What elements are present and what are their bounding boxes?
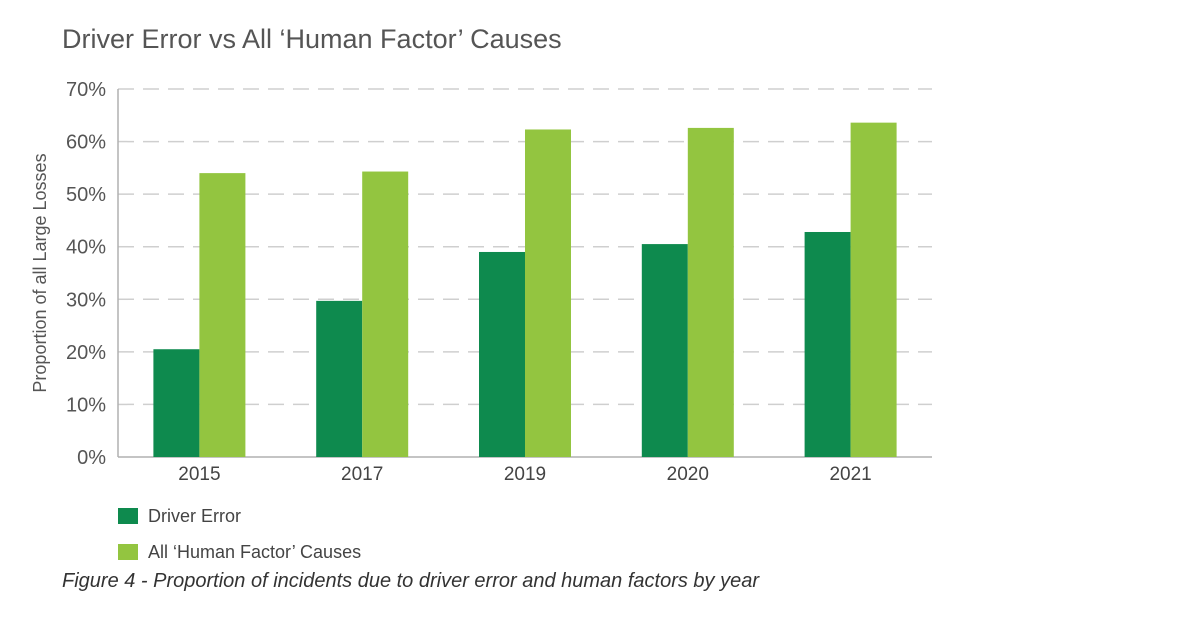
y-axis-label: Proportion of all Large Losses — [30, 153, 50, 392]
bar-human-factor — [199, 173, 246, 457]
y-tick-label: 30% — [66, 289, 106, 311]
y-tick-label: 60% — [66, 132, 106, 154]
bar-driver-error — [479, 251, 525, 457]
legend-swatch-driver-error — [118, 508, 138, 524]
y-tick-label: 70% — [66, 79, 106, 101]
chart-title: Driver Error vs All ‘Human Factor’ Cause… — [62, 24, 562, 54]
bar-driver-error — [316, 300, 363, 457]
bar-human-factor — [850, 122, 897, 457]
legend-item-human-factor: All ‘Human Factor’ Causes — [118, 534, 361, 570]
bar-driver-error — [641, 244, 688, 457]
bar-driver-error — [153, 349, 200, 457]
legend-swatch-human-factor — [118, 544, 138, 560]
bar-human-factor — [525, 129, 571, 458]
x-tick-label: 2015 — [178, 464, 220, 485]
y-tick-label: 50% — [66, 184, 106, 206]
bar-human-factor — [362, 171, 409, 457]
legend-label-human-factor: All ‘Human Factor’ Causes — [148, 541, 362, 562]
figure-caption: Figure 4 - Proportion of incidents due t… — [62, 570, 760, 592]
bar-human-factor — [687, 127, 734, 457]
y-tick-label: 20% — [66, 342, 106, 364]
x-tick-label: 2019 — [504, 464, 546, 485]
legend-label-driver-error: Driver Error — [148, 505, 241, 526]
bar-driver-error — [804, 231, 851, 457]
x-tick-label: 2017 — [341, 464, 383, 485]
y-tick-label: 40% — [66, 237, 106, 259]
y-tick-label: 10% — [66, 394, 106, 416]
y-tick-label: 0% — [77, 447, 106, 469]
x-tick-label: 2020 — [667, 464, 709, 485]
legend-item-driver-error: Driver Error — [118, 498, 361, 534]
legend: Driver Error All ‘Human Factor’ Causes — [118, 498, 361, 570]
x-tick-label: 2021 — [829, 464, 871, 485]
